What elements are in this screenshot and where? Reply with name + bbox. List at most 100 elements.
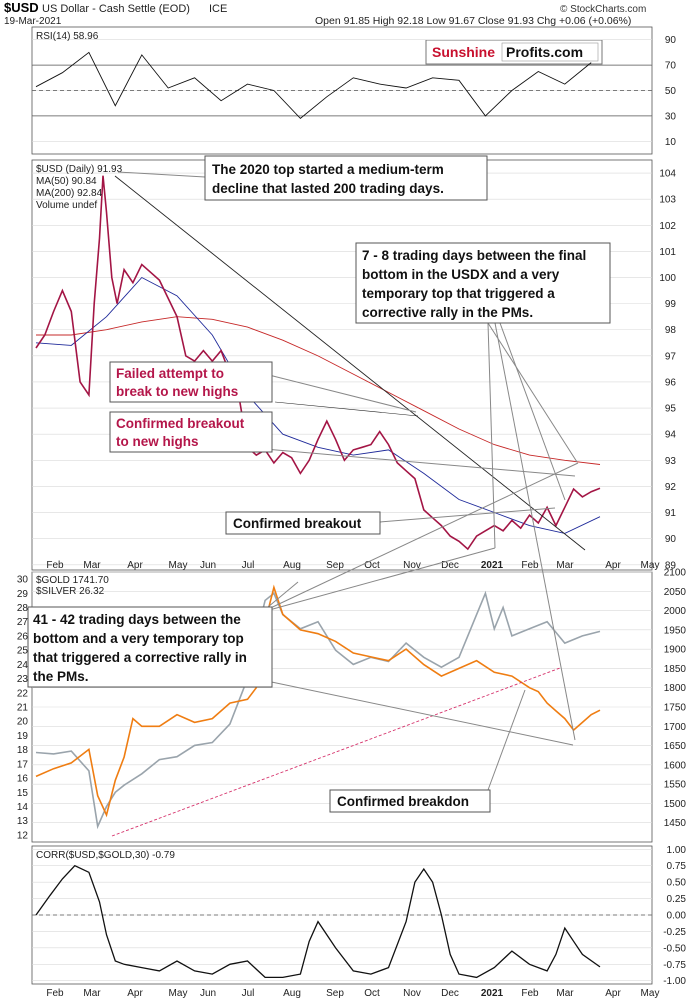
gold-tick-label: 1650 bbox=[664, 741, 687, 752]
month-label: Mar bbox=[83, 988, 101, 999]
gold-tick-label: 1900 bbox=[664, 645, 687, 656]
gold-tick-label: 1950 bbox=[664, 625, 687, 636]
annotation-trading4142-line3: that triggered a corrective rally in bbox=[33, 650, 247, 665]
rsi-grid bbox=[32, 39, 652, 142]
annotation-trading4142-line1: 41 - 42 trading days between the bbox=[33, 612, 241, 627]
silver-tick-label: 17 bbox=[17, 759, 29, 770]
month-label: May bbox=[169, 560, 188, 571]
corr-y-axis: 1.00 0.75 0.50 0.25 0.00 -0.25 -0.50 -0.75 -1.00 bbox=[663, 845, 686, 987]
silver-tick-label: 14 bbox=[17, 802, 29, 813]
silver-y-axis: 12 13 14 15 16 17 18 19 20 21 22 23 24 25 26 27 28 29 30 bbox=[17, 575, 29, 842]
usd-tick-label: 98 bbox=[665, 325, 677, 336]
month-label: Jul bbox=[242, 560, 255, 571]
rsi-tick-label: 50 bbox=[665, 86, 677, 97]
month-label: Apr bbox=[127, 560, 143, 571]
usd-resistance-line bbox=[274, 401, 419, 417]
month-label: Feb bbox=[521, 560, 539, 571]
annotation-trading4142: 41 - 42 trading days between the bottom … bbox=[27, 606, 273, 688]
annotation-breakout-red-line1: Confirmed breakout bbox=[116, 416, 245, 431]
silver-tick-label: 28 bbox=[17, 603, 29, 614]
corr-grid bbox=[32, 848, 652, 982]
annotation-failed-line2: break to new highs bbox=[116, 384, 238, 399]
month-label: Apr bbox=[127, 988, 143, 999]
silver-tick-label: 24 bbox=[17, 660, 29, 671]
usd-month-axis: Feb Mar Apr May Jun Jul Aug Sep Oct Nov Dec 2021 Feb… bbox=[46, 560, 659, 571]
silver-tick-label: 25 bbox=[17, 646, 29, 657]
month-label: Jun bbox=[200, 560, 216, 571]
watermark: © StockCharts.com bbox=[560, 4, 646, 15]
usd-tick-label: 95 bbox=[665, 404, 677, 415]
annotation-trading78: 7 - 8 trading days between the final bot… bbox=[355, 242, 611, 324]
annotation-trading4142-line4: the PMs. bbox=[33, 669, 89, 684]
corr-tick-label: 1.00 bbox=[667, 845, 687, 856]
gold-tick-label: 2100 bbox=[664, 568, 687, 579]
month-label: Feb bbox=[521, 988, 539, 999]
usd-tick-label: 89 bbox=[665, 560, 677, 571]
usd-legend-main: $USD (Daily) 91.93 bbox=[36, 164, 123, 175]
corr-tick-label: -0.50 bbox=[663, 943, 686, 954]
rsi-tick-label: 30 bbox=[665, 111, 677, 122]
gold-tick-label: 1800 bbox=[664, 683, 687, 694]
usd-tick-label: 94 bbox=[665, 430, 677, 441]
brand-part1: Sunshine bbox=[432, 44, 495, 60]
corr-tick-label: 0.50 bbox=[667, 878, 687, 889]
annotation-breakout-red-line2: to new highs bbox=[116, 434, 199, 449]
silver-tick-label: 20 bbox=[17, 717, 29, 728]
ohlc-readout: Open 91.85 High 92.18 Low 91.67 Close 91… bbox=[315, 15, 631, 27]
usd-y-axis: 89 90 91 92 93 94 95 96 97 98 99 100 101 102 103 104 bbox=[659, 169, 676, 572]
silver-tick-label: 12 bbox=[17, 830, 29, 841]
symbol-name: US Dollar - Cash Settle (EOD) bbox=[42, 3, 190, 15]
gold-silver-panel: 12 13 14 15 16 17 18 19 20 21 22 23 24 25 26 27 28 29 30 1… bbox=[17, 568, 687, 842]
chart-date: 19-Mar-2021 bbox=[4, 16, 62, 27]
rsi-legend: RSI(14) 58.96 bbox=[36, 31, 99, 42]
usd-series-line bbox=[35, 175, 601, 551]
corr-tick-label: 0.75 bbox=[667, 861, 687, 872]
month-label: 2021 bbox=[481, 560, 504, 571]
annotation-top2020-line2: decline that lasted 200 trading days. bbox=[212, 181, 444, 196]
gold-tick-label: 1750 bbox=[664, 703, 687, 714]
corr-series-line bbox=[35, 864, 601, 979]
silver-series-line bbox=[35, 590, 601, 830]
month-label: Aug bbox=[283, 988, 301, 999]
month-label: Nov bbox=[403, 560, 421, 571]
annotation-confirmed-breakout: Confirmed breakout bbox=[225, 511, 381, 535]
rsi-tick-label: 90 bbox=[665, 35, 677, 46]
usd-panel: 89 90 91 92 93 94 95 96 97 98 99 100 101 102 103 104 $U… bbox=[32, 164, 676, 571]
month-label: Feb bbox=[46, 988, 64, 999]
gold-tick-label: 1600 bbox=[664, 760, 687, 771]
corr-tick-label: -0.25 bbox=[663, 927, 686, 938]
usd-tick-label: 97 bbox=[665, 351, 677, 362]
month-label: Mar bbox=[83, 560, 101, 571]
month-label: Apr bbox=[605, 560, 621, 571]
gold-tick-label: 1850 bbox=[664, 664, 687, 675]
gold-tick-label: 1700 bbox=[664, 722, 687, 733]
silver-tick-label: 23 bbox=[17, 674, 29, 685]
silver-tick-label: 18 bbox=[17, 745, 29, 756]
gold-tick-label: 2050 bbox=[664, 587, 687, 598]
usd-legend-volume: Volume undef bbox=[36, 200, 97, 211]
rsi-y-axis: 10 30 50 70 90 bbox=[665, 35, 677, 148]
usd-legend-ma200: MA(200) 92.84 bbox=[36, 188, 103, 199]
month-label: Apr bbox=[605, 988, 621, 999]
silver-tick-label: 15 bbox=[17, 788, 29, 799]
usd-tick-label: 100 bbox=[659, 273, 676, 284]
ma50-series-line bbox=[35, 276, 601, 534]
silver-tick-label: 26 bbox=[17, 631, 29, 642]
rsi-panel: 10 30 50 70 90 RSI(14) 58.96 bbox=[32, 31, 676, 148]
annotation-failed-attempt: Failed attempt to break to new highs bbox=[109, 361, 273, 403]
gold-series-line bbox=[35, 584, 601, 818]
silver-tick-label: 16 bbox=[17, 774, 29, 785]
annotation-confirmed-breakout-red: Confirmed breakout to new highs bbox=[109, 411, 273, 453]
rsi-tick-label: 70 bbox=[665, 61, 677, 72]
month-label: Feb bbox=[46, 560, 64, 571]
gold-y-axis: 1450 1500 1550 1600 1650 1700 1750 1800 1850 1900… bbox=[664, 568, 687, 830]
usd-downtrend-line bbox=[114, 175, 586, 551]
gold-tick-label: 1500 bbox=[664, 799, 687, 810]
silver-tick-label: 29 bbox=[17, 589, 29, 600]
annotation-trading78-line3: temporary top that triggered a bbox=[362, 286, 555, 301]
month-label: Aug bbox=[283, 560, 301, 571]
silver-legend: $SILVER 26.32 bbox=[36, 586, 105, 597]
rsi-tick-label: 10 bbox=[665, 137, 677, 148]
month-label: Jun bbox=[200, 988, 216, 999]
usd-tick-label: 93 bbox=[665, 456, 677, 467]
